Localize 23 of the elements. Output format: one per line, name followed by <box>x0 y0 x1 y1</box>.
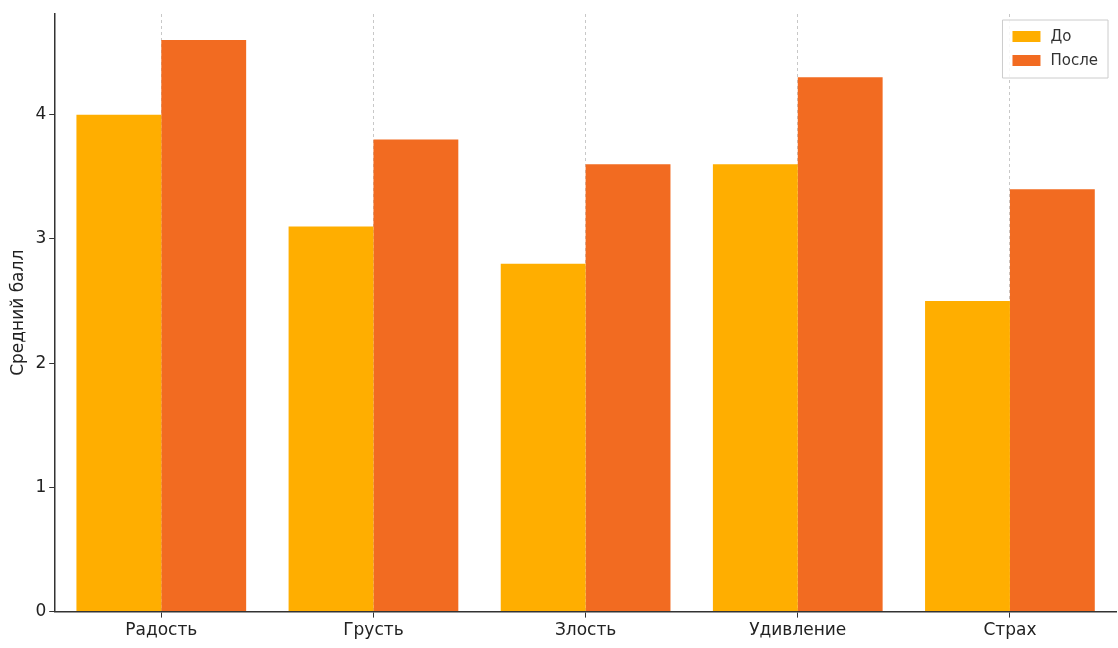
x-tick-label: Радость <box>125 619 198 640</box>
legend-label: До <box>1050 26 1072 45</box>
x-tick-label: Страх <box>983 619 1037 640</box>
y-tick-label: 4 <box>35 103 47 124</box>
y-tick-label: 2 <box>35 351 47 372</box>
bar <box>76 114 162 612</box>
y-axis-title: Средний балл <box>6 249 27 376</box>
y-tick-label: 1 <box>35 475 47 496</box>
bar <box>712 164 798 612</box>
bar <box>373 139 459 612</box>
y-tick-label: 3 <box>35 227 47 248</box>
bar <box>925 301 1010 612</box>
legend-label: После <box>1050 50 1099 69</box>
x-tick-label: Злость <box>554 619 617 640</box>
x-tick-label: Удивление <box>749 619 847 640</box>
bar <box>797 77 883 612</box>
bar <box>161 40 247 612</box>
bar <box>585 164 671 612</box>
bar <box>1009 189 1095 612</box>
y-tick-label: 0 <box>35 600 47 621</box>
x-tick-label: Грусть <box>343 619 404 640</box>
bar <box>500 263 586 612</box>
bar <box>288 226 374 612</box>
